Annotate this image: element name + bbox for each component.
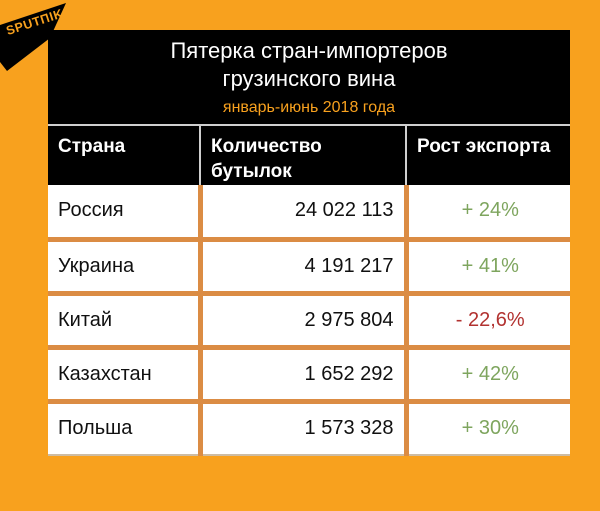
wine-importers-table: Страна Количество бутылок Рост экспорта … [48, 124, 570, 456]
table-row: Китай 2 975 804 - 22,6% [48, 290, 570, 347]
bottles-cell: 1 652 292 [200, 344, 409, 401]
col-header-growth: Рост экспорта [406, 124, 570, 185]
growth-value: + 42% [461, 362, 519, 385]
country-cell: Казахстан [48, 344, 203, 401]
title-panel: Пятерка стран-импортеров грузинского вин… [48, 30, 570, 124]
bottles-cell: 2 975 804 [200, 290, 409, 347]
page-title-line-1: Пятерка стран-импортеров [170, 38, 448, 63]
col-header-country: Страна [48, 124, 201, 185]
growth-value: + 41% [461, 254, 519, 277]
table-row: Украина 4 191 217 + 41% [48, 236, 570, 293]
bottles-cell: 24 022 113 [200, 185, 409, 239]
growth-value: - 22,6% [455, 308, 525, 331]
growth-cell: + 24% [406, 185, 570, 239]
country-cell: Китай [48, 290, 203, 347]
growth-cell: + 41% [406, 236, 570, 293]
period-subtitle: январь-июнь 2018 года [222, 99, 396, 116]
growth-cell: + 42% [406, 344, 570, 401]
col-header-bottles: Количество бутылок [200, 124, 407, 185]
logo-pennant-shape [0, 3, 66, 71]
bottles-cell: 4 191 217 [200, 236, 409, 293]
table-row: Польша 1 573 328 + 30% [48, 398, 570, 456]
country-cell: Россия [48, 185, 203, 239]
country-cell: Украина [48, 236, 203, 293]
growth-value: + 24% [461, 199, 519, 222]
growth-cell: + 30% [406, 398, 570, 456]
bottles-cell: 1 573 328 [200, 398, 409, 456]
table-header-row: Страна Количество бутылок Рост экспорта [48, 124, 570, 185]
country-cell: Польша [48, 398, 203, 456]
page-title-line-2: грузинского вина [222, 66, 396, 91]
growth-cell: - 22,6% [406, 290, 570, 347]
growth-value: + 30% [461, 417, 519, 440]
table-row: Казахстан 1 652 292 + 42% [48, 344, 570, 401]
table-row: Россия 24 022 113 + 24% [48, 185, 570, 239]
